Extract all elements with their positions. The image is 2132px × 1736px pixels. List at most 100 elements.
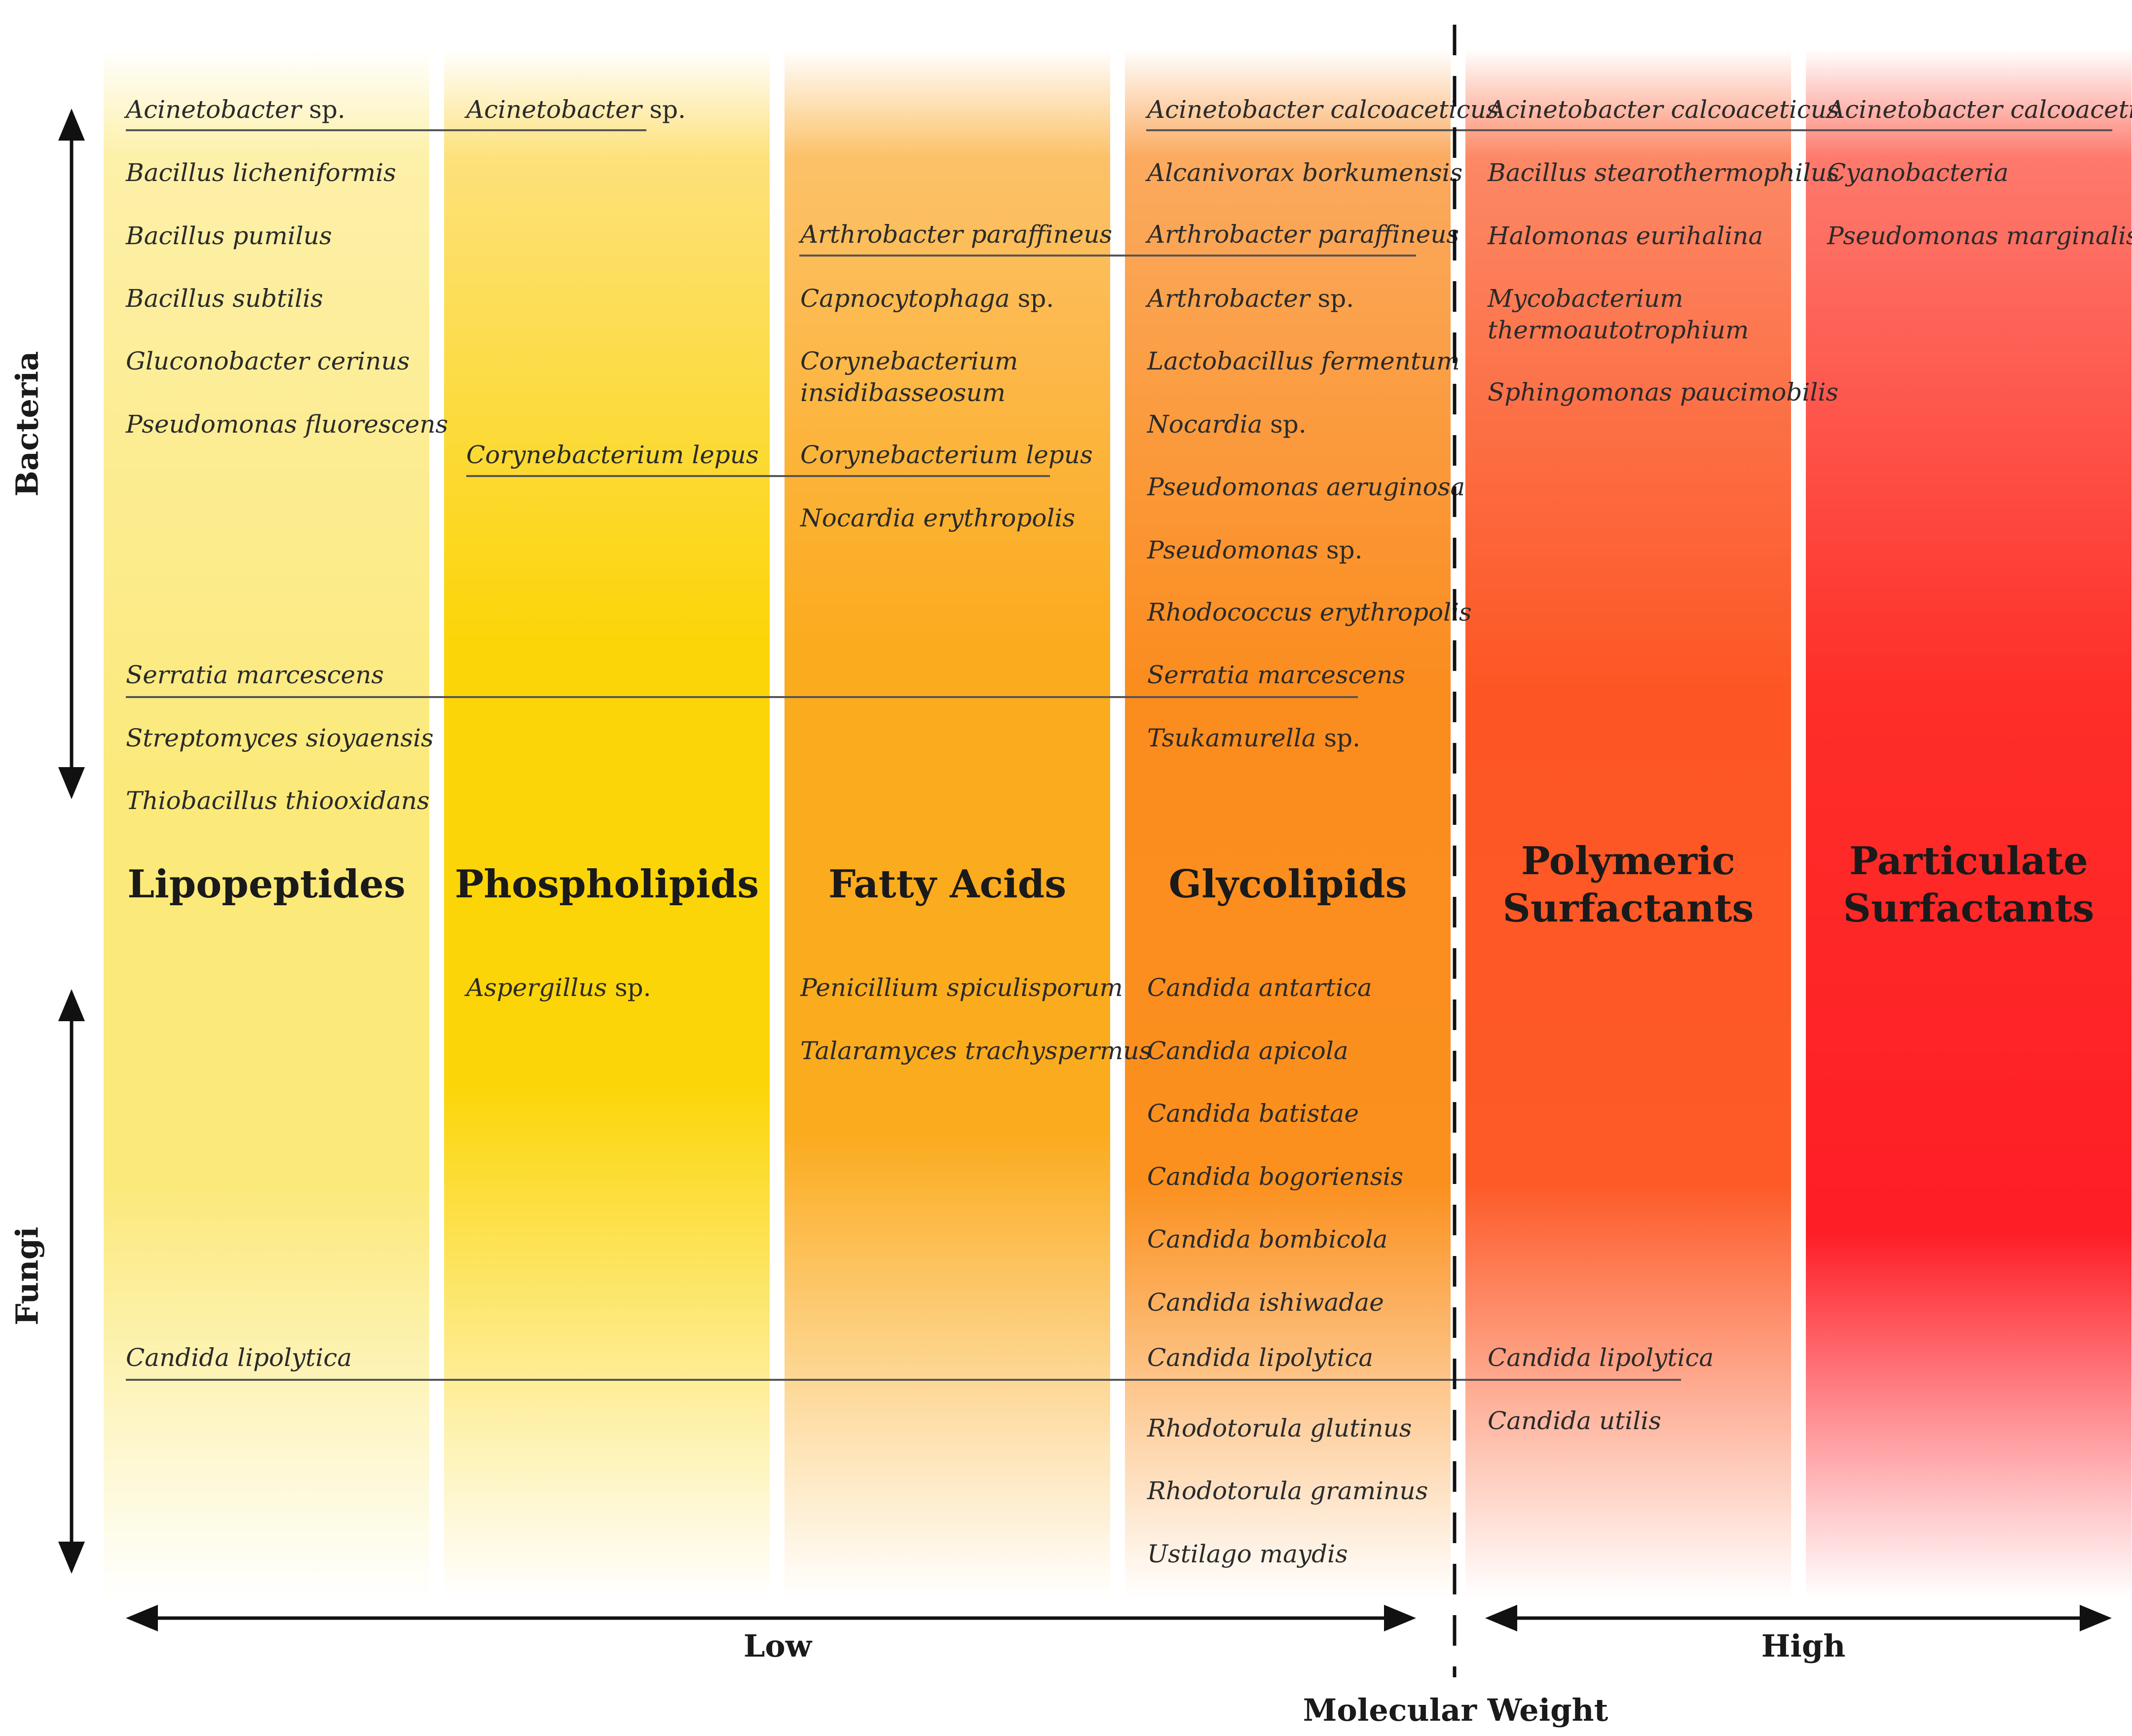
species-name: Capnocytophaga [800, 284, 1010, 313]
bacteria-axis-label: Bacteria [9, 351, 45, 497]
species-label: Alcanivorax borkumensis [1147, 157, 1462, 188]
species-name: Corynebacterium lepus [466, 441, 759, 469]
species-name: Candida lipolytica [1488, 1343, 1714, 1372]
bacteria-axis-arrow [58, 109, 85, 799]
species-name: Bacillus pumilus [126, 222, 332, 250]
species-name: Serratia marcescens [1147, 661, 1406, 689]
species-name: Aspergillus [466, 973, 607, 1002]
species-label: Acinetobacter calcoaceticus [1488, 94, 1839, 125]
species-name: Serratia marcescens [126, 661, 384, 689]
link-arthrobacter-paraffineus [799, 255, 1416, 257]
title-particulate-surfactants: Particulate Surfactants [1806, 838, 2132, 932]
species-suffix: sp. [1010, 284, 1054, 313]
species-name: Acinetobacter calcoaceticus [1827, 95, 2132, 124]
species-name: Bacillus licheniformis [126, 158, 396, 187]
species-suffix: sp. [1309, 284, 1354, 313]
species-label: Pseudomonas sp. [1147, 534, 1363, 566]
species-name: insidibasseosum [800, 378, 1006, 407]
species-name: Bacillus stearothermophilus [1488, 158, 1839, 187]
title-glycolipids: Glycolipids [1125, 861, 1451, 908]
high-axis-label: High [1761, 1628, 1846, 1664]
title-line: Lipopeptides [127, 862, 406, 907]
species-label: Arthrobacter paraffineus [1147, 219, 1459, 250]
species-name: Streptomyces sioyaensis [126, 724, 434, 752]
species-label: Nocardia sp. [1147, 408, 1307, 440]
title-line: Surfactants [1502, 886, 1754, 931]
title-line: Surfactants [1843, 886, 2095, 931]
species-name: Nocardia erythropolis [800, 504, 1076, 532]
species-name: Talaramyces trachyspermus [800, 1036, 1152, 1065]
column-phospholipids [444, 49, 770, 1598]
species-name: Arthrobacter [1147, 284, 1310, 313]
species-label: Pseudomonas fluorescens [126, 408, 448, 440]
column-fatty-acids [785, 49, 1110, 1598]
species-label: Lactobacillus fermentum [1147, 345, 1460, 377]
species-suffix: sp. [301, 95, 345, 124]
species-label: Acinetobacter calcoaceticus [1147, 94, 1499, 125]
species-name: Sphingomonas paucimobilis [1488, 378, 1839, 406]
species-name: Pseudomonas aeruginosa [1147, 473, 1465, 501]
species-label: Candida bombicola [1147, 1223, 1387, 1255]
link-acinetobacter-calcoaceticus [1146, 129, 2112, 131]
link-acinetobacter-sp [126, 129, 646, 131]
species-name: Candida antartica [1147, 973, 1372, 1002]
fungi-axis-arrow [58, 989, 85, 1574]
low-axis-arrow [126, 1605, 1416, 1631]
species-name: Corynebacterium lepus [800, 441, 1093, 469]
species-label: Capnocytophaga sp. [800, 283, 1054, 314]
species-name: Thiobacillus thiooxidans [126, 786, 430, 815]
species-label: Talaramyces trachyspermus [800, 1035, 1152, 1067]
species-name: Candida bombicola [1147, 1225, 1388, 1254]
species-label: Candida lipolytica [126, 1342, 352, 1373]
species-label: Candida bogoriensis [1147, 1161, 1403, 1192]
species-name: Candida lipolytica [1147, 1343, 1374, 1372]
species-name: Penicillium spiculisporum [800, 973, 1123, 1002]
species-label: Mycobacterium thermoautotrophium [1488, 283, 1749, 346]
species-name: Nocardia [1147, 410, 1263, 439]
title-fatty-acids: Fatty Acids [785, 861, 1110, 908]
species-label: Candida lipolytica [1147, 1342, 1373, 1373]
species-label: Bacillus licheniformis [126, 157, 396, 188]
species-label: Acinetobacter calcoaceticus [1827, 94, 2132, 125]
title-lipopeptides: Lipopeptides [104, 861, 429, 908]
title-line: Phospholipids [454, 862, 759, 907]
species-label: Rhodococcus erythropolis [1147, 596, 1472, 628]
species-label: Gluconobacter cerinus [126, 345, 410, 377]
species-label: Candida apicola [1147, 1035, 1348, 1067]
species-name: Tsukamurella [1147, 724, 1316, 752]
species-name: Acinetobacter [466, 95, 642, 124]
link-candida-lipolytica [126, 1379, 1681, 1381]
species-label: Candida utilis [1488, 1405, 1661, 1437]
column-lipopeptides [104, 49, 429, 1598]
species-name: Acinetobacter [126, 95, 301, 124]
species-label: Thiobacillus thiooxidans [126, 785, 430, 816]
species-label: Corynebacterium lepus [800, 439, 1093, 471]
species-label: Rhodotorula glutinus [1147, 1412, 1412, 1444]
species-name: Candida apicola [1147, 1036, 1348, 1065]
species-suffix: sp. [1262, 410, 1307, 439]
species-name: Acinetobacter calcoaceticus [1488, 95, 1839, 124]
species-name: Ustilago maydis [1147, 1540, 1348, 1568]
species-label: Streptomyces sioyaensis [126, 722, 434, 754]
species-suffix: sp. [1318, 536, 1363, 564]
high-axis-arrow [1485, 1605, 2112, 1631]
species-label: Nocardia erythropolis [800, 502, 1075, 534]
species-name: Gluconobacter cerinus [126, 347, 410, 375]
species-name: Lactobacillus fermentum [1147, 347, 1460, 375]
column-polymeric-surfactants [1465, 49, 1791, 1598]
species-label: Pseudomonas aeruginosa [1147, 471, 1465, 503]
species-label: Serratia marcescens [126, 659, 384, 691]
species-label: Cyanobacteria [1827, 157, 2009, 188]
species-name: Pseudomonas fluorescens [126, 410, 449, 439]
species-label: Acinetobacter sp. [466, 94, 686, 125]
species-label: Bacillus stearothermophilus [1488, 157, 1839, 188]
title-polymeric-surfactants: Polymeric Surfactants [1465, 838, 1791, 932]
low-axis-label: Low [743, 1628, 812, 1664]
species-suffix: sp. [607, 973, 651, 1002]
species-label: Bacillus pumilus [126, 220, 332, 252]
title-phospholipids: Phospholipids [444, 861, 770, 908]
species-name: Arthrobacter paraffineus [1147, 220, 1459, 249]
species-name: Candida bogoriensis [1147, 1162, 1404, 1191]
species-name: Arthrobacter paraffineus [800, 220, 1113, 249]
